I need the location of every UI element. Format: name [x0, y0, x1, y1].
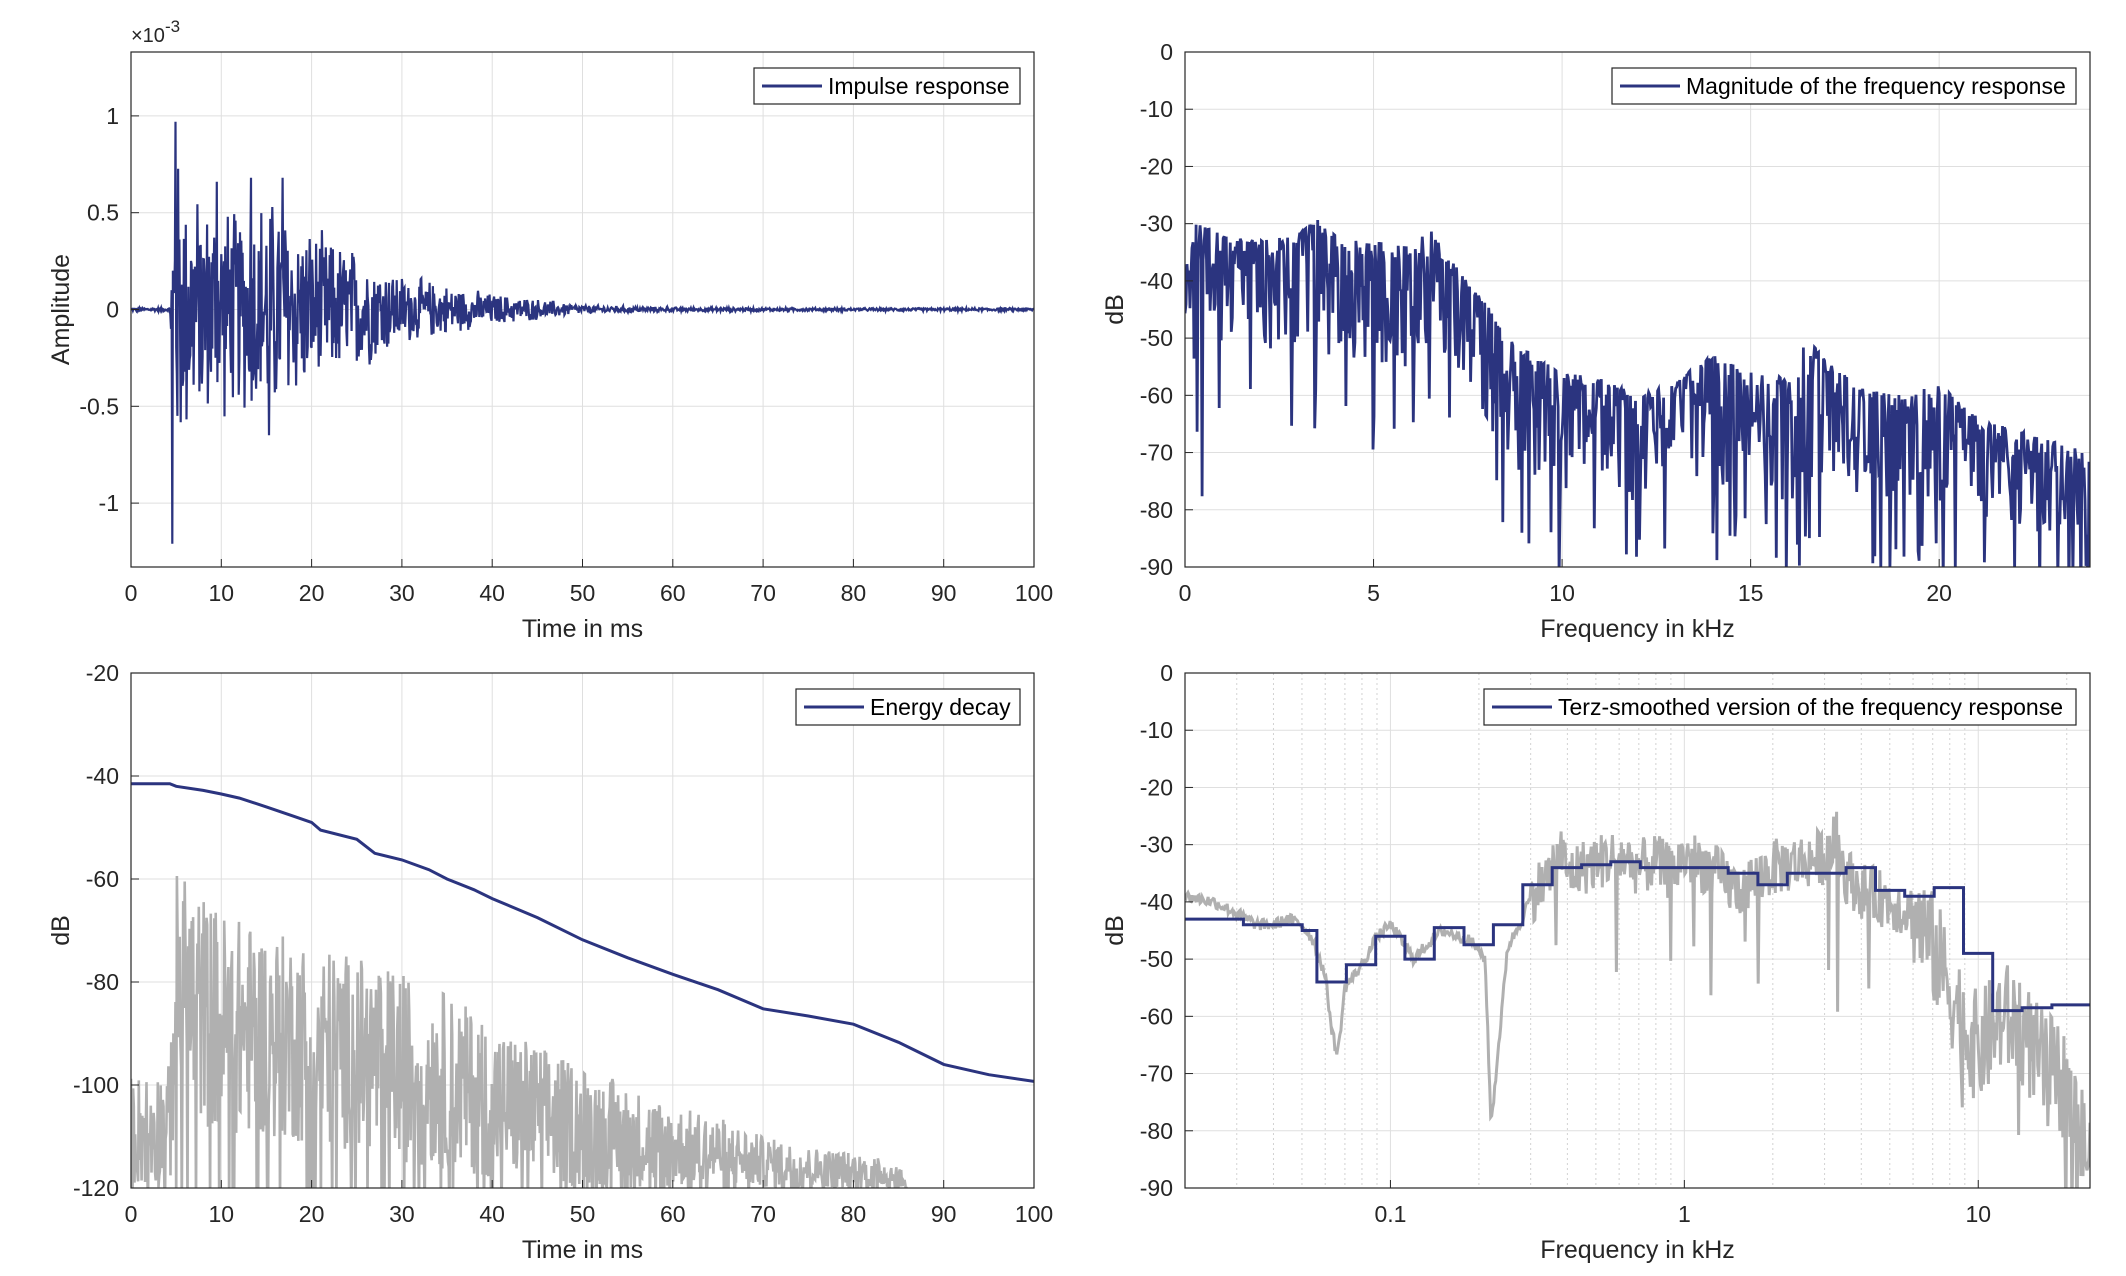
x-tick-label: 80: [841, 580, 867, 606]
x-tick-label: 0: [125, 580, 138, 606]
x-tick-label: 15: [1738, 580, 1764, 606]
y-tick-label: -20: [1140, 774, 1173, 800]
x-tick-label: 10: [209, 580, 235, 606]
data-layer: [1185, 219, 2090, 567]
chart-magnitude: 0 5 10 15 20 0 -10 -20 -30 -40 -50 -60 -70 -80 -90 Freq…: [1101, 39, 2091, 643]
x-tick-label: 30: [389, 1201, 415, 1227]
y-tick-label: -10: [1140, 717, 1173, 743]
x-tick-label: 10: [1549, 580, 1575, 606]
y-tick-label: -50: [1140, 325, 1173, 351]
y-tick-label: -80: [1140, 497, 1173, 523]
legend: Magnitude of the frequency response: [1611, 67, 2077, 105]
chart-terz: 0.1 1 10 0 -10 -20 -30 -40 -50 -60 -70 -80 -90 Freque…: [1101, 660, 2091, 1264]
chart-impulse: 0 10 20 30 40 50 60 70 80 90 100 -1 -0.5 0 0.5 1 Time in…: [47, 17, 1053, 643]
x-tick-label: 100: [1015, 1201, 1053, 1227]
x-tick-label: 0: [125, 1201, 138, 1227]
x-tick-label: 10: [209, 1201, 235, 1227]
x-tick-label: 1: [1678, 1201, 1691, 1227]
data-layer: [131, 782, 1034, 1188]
y-tick-label: -80: [86, 969, 119, 995]
x-tick-label: 20: [299, 1201, 325, 1227]
legend-label: Energy decay: [870, 694, 1011, 720]
y-tick-label: -60: [86, 866, 119, 892]
x-tick-label: 70: [750, 580, 776, 606]
y-axis-label: dB: [1101, 294, 1129, 325]
x-tick-label: 60: [660, 1201, 686, 1227]
x-tick-label: 0: [1179, 580, 1192, 606]
y-axis-label: dB: [1101, 915, 1129, 946]
y-axis-label: Amplitude: [47, 254, 75, 365]
y-exponent-label: ×10-3: [131, 17, 180, 47]
x-tick-label: 30: [389, 580, 415, 606]
x-tick-label: 10: [1965, 1201, 1991, 1227]
terz-smoothed-line: [1185, 860, 2090, 1013]
y-tick-label: 0.5: [87, 200, 119, 226]
y-tick-label: -20: [86, 660, 119, 686]
y-tick-label: -80: [1140, 1118, 1173, 1144]
x-tick-label: 40: [479, 580, 505, 606]
legend-box: [1611, 67, 2077, 105]
x-tick-label: 100: [1015, 580, 1053, 606]
y-tick-label: 1: [106, 103, 119, 129]
x-tick-label: 50: [570, 1201, 596, 1227]
legend-label: Terz-smoothed version of the frequency r…: [1558, 694, 2063, 720]
data-layer: [131, 121, 1034, 544]
chart-energy: 0 10 20 30 40 50 60 70 80 90 100 -20 -40 -60 -80 -100 -1…: [47, 660, 1053, 1264]
x-tick-label: 50: [570, 580, 596, 606]
x-tick-label: 60: [660, 580, 686, 606]
data-layer: [1185, 811, 2090, 1188]
x-tick-label: 90: [931, 580, 957, 606]
energy-raw-line: [131, 875, 909, 1188]
magnitude-line: [1185, 219, 2090, 567]
y-tick-label: -40: [1140, 889, 1173, 915]
legend: Terz-smoothed version of the frequency r…: [1483, 688, 2077, 726]
x-tick-label: 70: [750, 1201, 776, 1227]
x-tick-label: 80: [841, 1201, 867, 1227]
axes-box: [1184, 672, 2091, 1189]
terz-raw-line: [1185, 811, 2090, 1188]
legend-label: Magnitude of the frequency response: [1686, 73, 2066, 99]
x-axis-label: Time in ms: [522, 615, 643, 643]
y-tick-label: -0.5: [79, 393, 119, 419]
y-tick-label: -30: [1140, 211, 1173, 237]
y-axis-label: dB: [47, 915, 75, 946]
y-tick-label: 0: [106, 297, 119, 323]
y-tick-label: -40: [1140, 268, 1173, 294]
y-tick-label: 0: [1160, 660, 1173, 686]
plot-area: [1185, 673, 2090, 1188]
y-tick-label: -70: [1140, 440, 1173, 466]
y-tick-label: -40: [86, 763, 119, 789]
y-tick-label: -90: [1140, 554, 1173, 580]
x-axis-label: Frequency in kHz: [1540, 1236, 1735, 1264]
y-tick-label: -100: [73, 1072, 119, 1098]
x-tick-label: 40: [479, 1201, 505, 1227]
y-tick-label: 0: [1160, 39, 1173, 65]
energy-decay-line: [131, 782, 1034, 1083]
impulse-response-line: [131, 121, 1034, 544]
x-axis-label: Frequency in kHz: [1540, 615, 1735, 643]
x-tick-label: 0.1: [1374, 1201, 1406, 1227]
legend: Impulse response: [753, 67, 1021, 105]
legend-label: Impulse response: [828, 73, 1010, 99]
y-tick-label: -50: [1140, 946, 1173, 972]
legend-box: [1483, 688, 2077, 726]
x-axis-label: Time in ms: [522, 1236, 643, 1264]
y-tick-label: -10: [1140, 96, 1173, 122]
x-tick-label: 20: [299, 580, 325, 606]
x-tick-label: 90: [931, 1201, 957, 1227]
y-tick-label: -30: [1140, 832, 1173, 858]
legend: Energy decay: [795, 688, 1021, 726]
y-tick-label: -20: [1140, 153, 1173, 179]
y-tick-label: -1: [99, 490, 119, 516]
y-tick-label: -90: [1140, 1175, 1173, 1201]
y-tick-label: -70: [1140, 1061, 1173, 1087]
y-tick-label: -60: [1140, 1003, 1173, 1029]
axes-box: [1184, 51, 2091, 568]
x-tick-label: 20: [1926, 580, 1952, 606]
y-tick-label: -60: [1140, 382, 1173, 408]
y-tick-label: -120: [73, 1175, 119, 1201]
x-tick-label: 5: [1367, 580, 1380, 606]
